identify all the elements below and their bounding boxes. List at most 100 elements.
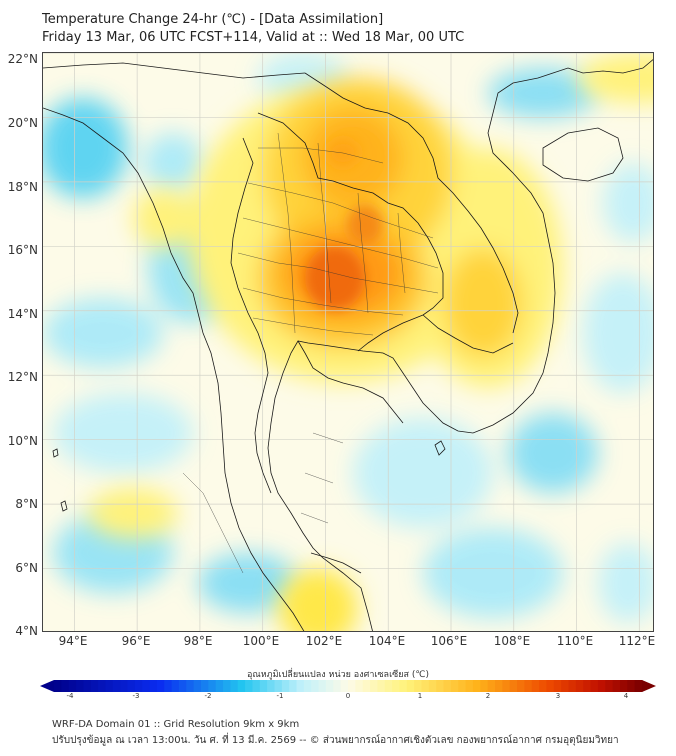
colorbar (40, 680, 656, 692)
lon-label: 112°E (618, 634, 656, 648)
cool-patch (198, 553, 298, 613)
colorbar-tick: -1 (276, 692, 284, 700)
colorbar-tick: 2 (485, 692, 491, 700)
cool-patch (53, 393, 193, 473)
colorbar-cell (267, 680, 275, 692)
colorbar-cell (487, 680, 496, 692)
cool-patch (43, 98, 128, 198)
colorbar-cell (553, 680, 562, 692)
colorbar-cell (517, 680, 525, 692)
colorbar-arrow-left (40, 680, 54, 692)
colorbar-cell (164, 680, 173, 692)
colorbar-cell (627, 680, 636, 692)
hainan-island (542, 127, 624, 182)
colorbar-cell (303, 680, 312, 692)
lat-label: 12°N (7, 370, 38, 384)
colorbar-cell (539, 680, 547, 692)
colorbar-cell (568, 680, 577, 692)
colorbar-cell (384, 680, 393, 692)
lon-label: 98°E (183, 634, 213, 648)
cool-patch (143, 133, 203, 193)
lon-label: 110°E (556, 634, 594, 648)
colorbar-cell (480, 680, 489, 692)
colorbar-title: อุณหภูมิเปลี่ยนแปลง หน่วย องศาเซลเซียส (… (246, 670, 430, 680)
lat-label: 20°N (7, 116, 38, 130)
colorbar-cell (575, 680, 584, 692)
map-panel[interactable] (42, 52, 654, 632)
colorbar-cell (561, 680, 569, 692)
colorbar-cell (230, 680, 239, 692)
colorbar-cell (428, 680, 437, 692)
colorbar-cell (245, 680, 253, 692)
coastline-myanmar-west (43, 107, 305, 631)
cool-anomaly-layer (43, 53, 653, 623)
colorbar-cell (105, 680, 114, 692)
colorbar-tick: -3 (132, 692, 140, 700)
colorbar-cell (149, 680, 158, 692)
colorbar-cell (406, 680, 415, 692)
colorbar-cell (355, 680, 364, 692)
border-china-north (43, 62, 306, 79)
colorbar-cell (546, 680, 555, 692)
colorbar-tick: 4 (623, 692, 629, 700)
lat-label: 10°N (7, 434, 38, 448)
coastline-east (267, 59, 653, 631)
warm-patch (278, 568, 358, 631)
colorbar-cell (612, 680, 621, 692)
warm-patch (443, 248, 523, 358)
colorbar-cell (421, 680, 430, 692)
graticule (43, 53, 653, 631)
cool-patch (43, 298, 163, 368)
colorbar-cell (296, 680, 305, 692)
colorbar-cell (597, 680, 606, 692)
colorbar-cell (414, 680, 422, 692)
lat-label: 22°N (7, 52, 38, 66)
lat-label: 6°N (15, 561, 38, 575)
colorbar-cell (112, 680, 121, 692)
colorbar-cell (399, 680, 408, 692)
colorbar-cell (98, 680, 106, 692)
map-subtitle: Friday 13 Mar, 06 UTC FCST+114, Valid at… (42, 30, 465, 45)
colorbar-cell (392, 680, 400, 692)
cool-patch (508, 413, 598, 493)
colorbar-cell (201, 680, 209, 692)
colorbar-cell (61, 680, 70, 692)
lat-label: 16°N (7, 243, 38, 257)
colorbar-cell (76, 680, 84, 692)
colorbar-cell (281, 680, 290, 692)
map-title: Temperature Change 24-hr (℃) - [Data Ass… (42, 12, 384, 27)
cool-patch (423, 528, 563, 618)
hot-core (305, 246, 365, 310)
border-thailand-laos (257, 112, 444, 316)
province-lines (182, 132, 439, 574)
colorbar-cell (531, 680, 540, 692)
colorbar-cell (54, 680, 62, 692)
colorbar-cell (134, 680, 143, 692)
colorbar-cell (362, 680, 371, 692)
lon-label: 94°E (58, 634, 88, 648)
hot-core (347, 205, 383, 245)
colorbar-cell (333, 680, 342, 692)
colorbar-cell (120, 680, 128, 692)
colorbar-tick: 1 (417, 692, 423, 700)
border-myanmar-thailand (230, 137, 272, 494)
colorbar-cell (472, 680, 481, 692)
colorbar-cell (311, 680, 320, 692)
lon-label: 108°E (493, 634, 531, 648)
colorbar-cell (443, 680, 452, 692)
lon-label: 96°E (121, 634, 151, 648)
hot-core-layer (305, 139, 383, 310)
cool-patch (488, 68, 598, 118)
colorbar-cell (340, 680, 349, 692)
lat-label: 14°N (7, 307, 38, 321)
colorbar-tick: -4 (66, 692, 74, 700)
border-laos-vietnam (304, 72, 519, 334)
lon-label: 100°E (242, 634, 280, 648)
colorbar-tick: 0 (345, 692, 351, 700)
update-credit: ปรับปรุงข้อมูล ณ เวลา 13:00น. วัน ศ. ที่… (52, 735, 619, 746)
colorbar-cell (274, 680, 283, 692)
colorbar-tick: -2 (204, 692, 212, 700)
coastline-thailand-gulf (297, 340, 404, 424)
lon-label: 106°E (430, 634, 468, 648)
cool-patch (583, 273, 653, 393)
